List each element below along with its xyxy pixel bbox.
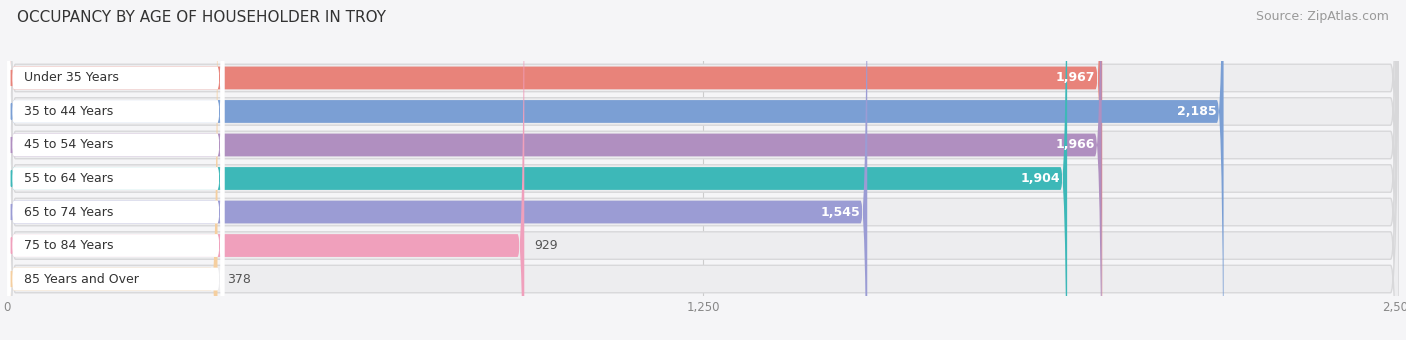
FancyBboxPatch shape bbox=[7, 0, 224, 340]
FancyBboxPatch shape bbox=[7, 0, 1399, 340]
Text: 929: 929 bbox=[534, 239, 558, 252]
FancyBboxPatch shape bbox=[7, 0, 224, 340]
Text: 1,967: 1,967 bbox=[1056, 71, 1095, 84]
FancyBboxPatch shape bbox=[7, 0, 1399, 340]
Text: Under 35 Years: Under 35 Years bbox=[24, 71, 118, 84]
FancyBboxPatch shape bbox=[7, 0, 524, 340]
FancyBboxPatch shape bbox=[7, 0, 1399, 340]
FancyBboxPatch shape bbox=[7, 0, 1399, 340]
Text: Source: ZipAtlas.com: Source: ZipAtlas.com bbox=[1256, 10, 1389, 23]
FancyBboxPatch shape bbox=[7, 0, 1102, 340]
Text: 1,904: 1,904 bbox=[1021, 172, 1060, 185]
Text: 55 to 64 Years: 55 to 64 Years bbox=[24, 172, 112, 185]
FancyBboxPatch shape bbox=[7, 0, 224, 340]
FancyBboxPatch shape bbox=[7, 0, 868, 340]
Text: 1,966: 1,966 bbox=[1056, 138, 1095, 152]
FancyBboxPatch shape bbox=[7, 0, 224, 340]
FancyBboxPatch shape bbox=[7, 0, 1067, 340]
FancyBboxPatch shape bbox=[7, 0, 1399, 340]
FancyBboxPatch shape bbox=[7, 0, 224, 340]
Text: 75 to 84 Years: 75 to 84 Years bbox=[24, 239, 114, 252]
FancyBboxPatch shape bbox=[7, 0, 1102, 340]
Text: 35 to 44 Years: 35 to 44 Years bbox=[24, 105, 112, 118]
Text: 1,545: 1,545 bbox=[821, 205, 860, 219]
FancyBboxPatch shape bbox=[7, 0, 1399, 340]
FancyBboxPatch shape bbox=[7, 0, 224, 340]
Text: 2,185: 2,185 bbox=[1177, 105, 1218, 118]
FancyBboxPatch shape bbox=[7, 0, 224, 340]
Text: 45 to 54 Years: 45 to 54 Years bbox=[24, 138, 112, 152]
FancyBboxPatch shape bbox=[7, 0, 1399, 340]
FancyBboxPatch shape bbox=[7, 0, 1223, 340]
Text: 85 Years and Over: 85 Years and Over bbox=[24, 273, 139, 286]
Text: 65 to 74 Years: 65 to 74 Years bbox=[24, 205, 112, 219]
FancyBboxPatch shape bbox=[7, 0, 218, 340]
Text: 378: 378 bbox=[228, 273, 252, 286]
Text: OCCUPANCY BY AGE OF HOUSEHOLDER IN TROY: OCCUPANCY BY AGE OF HOUSEHOLDER IN TROY bbox=[17, 10, 385, 25]
